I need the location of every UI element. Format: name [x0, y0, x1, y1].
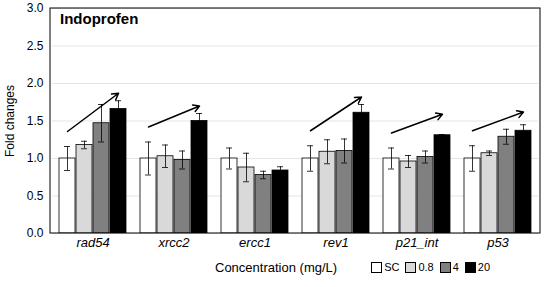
html-text:Concentration (mg/L): Concentration (mg/L)	[215, 259, 338, 275]
html-text:0.8: 0.8	[418, 261, 434, 273]
html-text:20: 20	[477, 261, 491, 273]
svg-text:2.5: 2.5	[27, 39, 44, 53]
svg-text:0.0: 0.0	[27, 226, 44, 240]
html-text:4: 4	[452, 261, 459, 273]
html-text:SC: SC	[384, 261, 400, 273]
svg-text:0.5: 0.5	[27, 189, 44, 203]
svg-text:1.5: 1.5	[27, 114, 44, 128]
svg-text:rad54: rad54	[76, 235, 109, 250]
svg-text:2.0: 2.0	[27, 76, 44, 90]
svg-text:3.0: 3.0	[27, 1, 44, 15]
svg-text:xrcc2: xrcc2	[157, 235, 190, 250]
html-text:Indoprofen: Indoprofen	[60, 10, 139, 27]
svg-text:1.0: 1.0	[27, 151, 44, 165]
svg-text:p21_int: p21_int	[395, 235, 440, 250]
svg-text:p53: p53	[486, 235, 509, 250]
svg-text:rev1: rev1	[323, 235, 348, 250]
svg-text:Fold changes: Fold changes	[3, 85, 17, 157]
svg-text:ercc1: ercc1	[239, 235, 271, 250]
